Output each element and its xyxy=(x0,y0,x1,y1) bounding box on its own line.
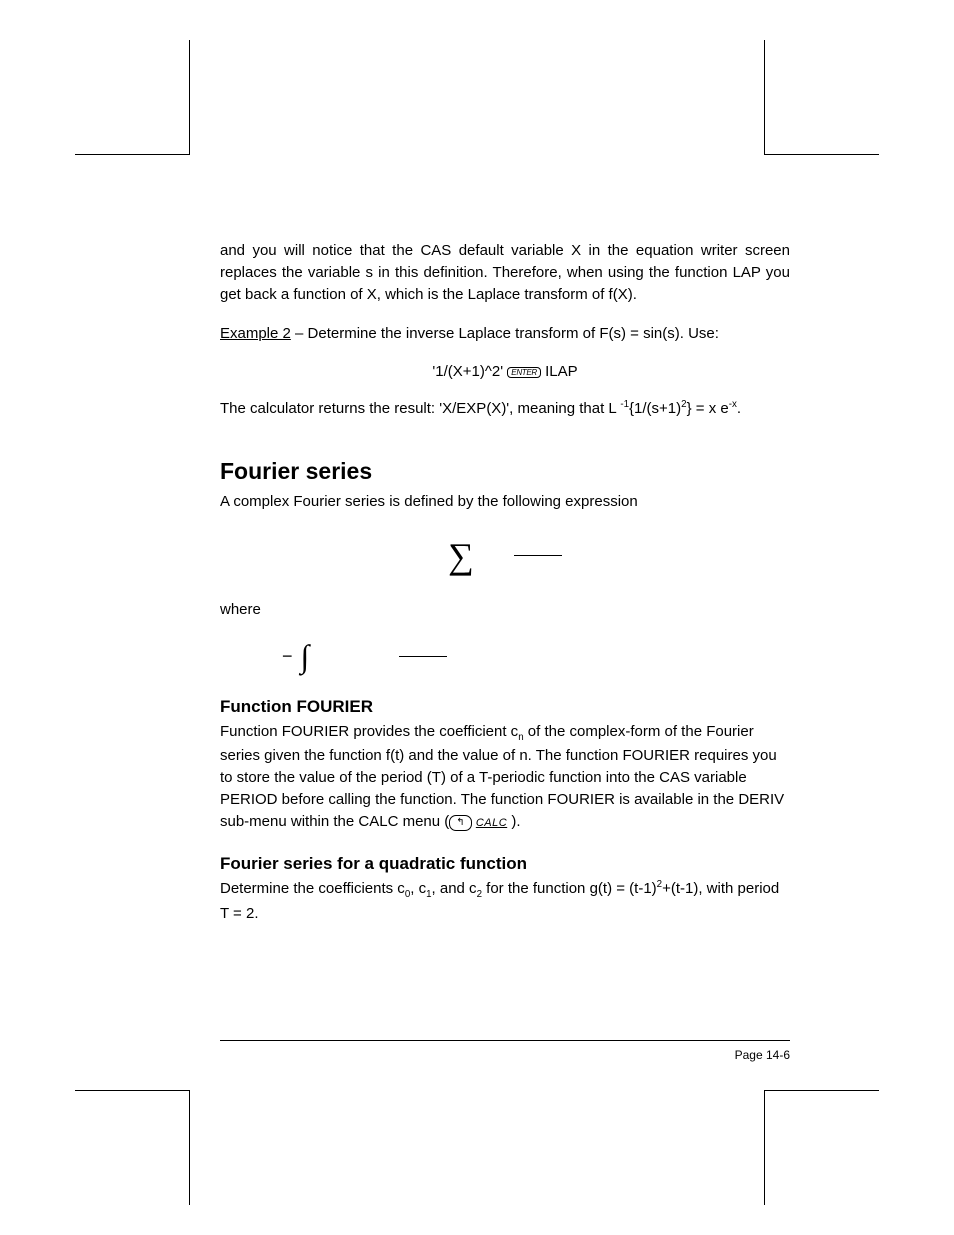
function-fourier-heading: Function FOURIER xyxy=(220,697,790,717)
result-paragraph: The calculator returns the result: 'X/EX… xyxy=(220,398,790,420)
crop-mark-bottom-left xyxy=(75,1090,190,1205)
intro-paragraph: and you will notice that the CAS default… xyxy=(220,240,790,305)
code-post: ILAP xyxy=(541,363,578,380)
fourier-text-c: ). xyxy=(507,813,520,830)
result-sup3: -x xyxy=(729,399,737,410)
result-mid: {1/(s+1) xyxy=(629,400,681,417)
code-pre: '1/(X+1)^2' xyxy=(432,363,507,380)
page-number: Page 14-6 xyxy=(735,1048,790,1062)
quad-c: , and c xyxy=(432,880,477,897)
result-mid2: } = x e xyxy=(687,400,729,417)
example-2-text: – Determine the inverse Laplace transfor… xyxy=(291,325,719,342)
example-2-line: Example 2 – Determine the inverse Laplac… xyxy=(220,323,790,345)
crop-mark-bottom-right xyxy=(764,1090,879,1205)
function-fourier-paragraph: Function FOURIER provides the coefficien… xyxy=(220,721,790,832)
minus-symbol: − xyxy=(282,646,293,667)
integral-group: − ∫ xyxy=(282,638,309,675)
result-end: . xyxy=(737,400,741,417)
quad-b: , c xyxy=(410,880,426,897)
enter-key-icon: ENTER xyxy=(507,367,541,378)
where-label: where xyxy=(220,599,790,621)
crop-mark-top-left xyxy=(75,40,190,155)
fourier-intro: A complex Fourier series is defined by t… xyxy=(220,491,790,513)
fourier-series-heading: Fourier series xyxy=(220,458,790,485)
page-content: and you will notice that the CAS default… xyxy=(220,240,790,942)
formula-line-2 xyxy=(399,656,447,657)
result-pre: The calculator returns the result: 'X/EX… xyxy=(220,400,620,417)
integral-symbol: ∫ xyxy=(301,638,310,675)
coefficient-formula: − ∫ xyxy=(282,638,790,675)
formula-line-1 xyxy=(514,555,562,556)
quadratic-paragraph: Determine the coefficients c0, c1, and c… xyxy=(220,878,790,924)
fourier-series-formula: ∑ xyxy=(220,535,790,577)
crop-mark-top-right xyxy=(764,40,879,155)
quad-a: Determine the coefficients c xyxy=(220,880,405,897)
code-line: '1/(X+1)^2' ENTER ILAP xyxy=(220,363,790,380)
quadratic-heading: Fourier series for a quadratic function xyxy=(220,854,790,874)
sigma-symbol: ∑ xyxy=(448,535,474,577)
calc-key-label: CALC xyxy=(476,817,507,829)
quad-d: for the function g(t) = (t-1) xyxy=(482,880,657,897)
result-sup1: -1 xyxy=(620,399,629,410)
back-key-icon: ↰ xyxy=(449,815,471,832)
footer-rule xyxy=(220,1040,790,1041)
fourier-text-a: Function FOURIER provides the coefficien… xyxy=(220,723,518,740)
example-2-label: Example 2 xyxy=(220,325,291,342)
